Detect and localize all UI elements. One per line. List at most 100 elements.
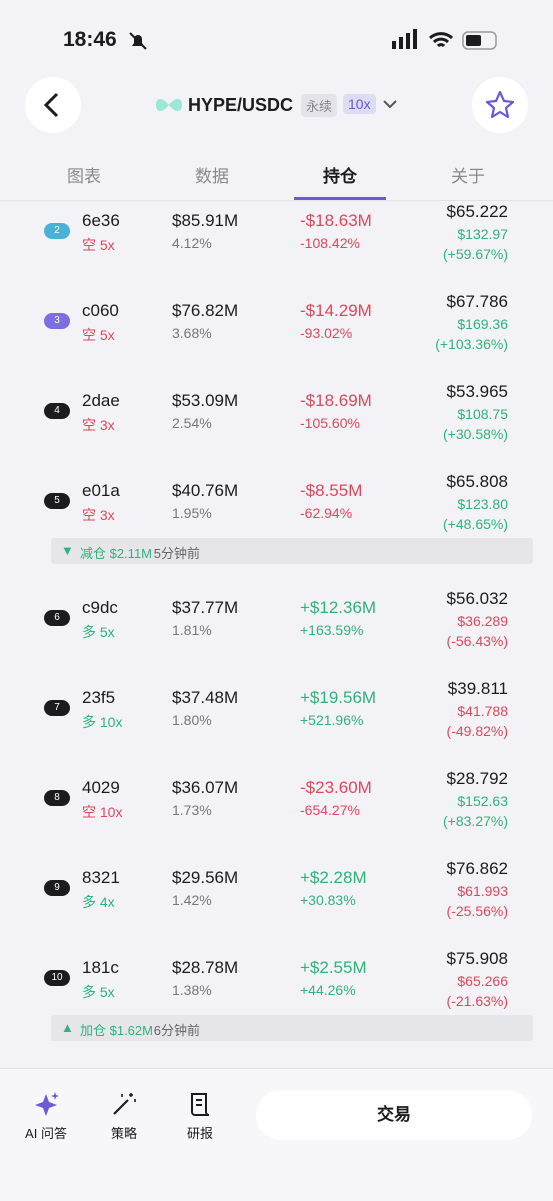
pnl-pct: -62.94%	[300, 505, 353, 521]
entry-price: $75.908	[446, 949, 508, 968]
address: 4029	[82, 778, 120, 797]
pnl: +$2.55M	[300, 958, 367, 977]
share: 4.12%	[172, 235, 212, 251]
pnl: -$23.60M	[300, 778, 372, 797]
liq-price: $152.63	[457, 793, 508, 809]
pnl: +$12.36M	[300, 598, 377, 617]
size: $28.78M	[172, 958, 239, 977]
rank-badge: 8	[44, 790, 70, 806]
side: 多 5x	[82, 984, 115, 1000]
tab[interactable]: 关于	[451, 167, 485, 186]
pnl: -$8.55M	[300, 481, 363, 500]
liq-pct: (-21.63%)	[446, 993, 508, 1009]
liq-pct: (-25.56%)	[446, 903, 508, 919]
entry-price: $56.032	[446, 589, 508, 608]
address: c9dc	[82, 598, 118, 617]
liq-price: $65.266	[457, 973, 508, 989]
pnl-pct: -108.42%	[300, 235, 360, 251]
entry-price: $39.811	[447, 679, 508, 698]
leverage: 10x	[343, 94, 376, 114]
nav-label[interactable]: 策略	[110, 1126, 137, 1141]
share: 1.73%	[172, 802, 212, 818]
side: 多 5x	[82, 624, 115, 640]
liq-pct: (+83.27%)	[443, 813, 508, 829]
pnl: -$18.63M	[300, 211, 372, 230]
dropdown-icon[interactable]	[381, 96, 399, 112]
size: $29.56M	[172, 868, 239, 887]
notice-bar	[51, 538, 533, 564]
pnl: +$2.28M	[300, 868, 367, 887]
pnl-pct: -93.02%	[300, 325, 353, 341]
address: 23f5	[82, 688, 116, 707]
address: e01a	[82, 481, 120, 500]
pnl: -$18.69M	[300, 391, 372, 410]
size: $36.07M	[172, 778, 239, 797]
rank-badge: 5	[44, 493, 70, 509]
size: $85.91M	[172, 211, 239, 230]
size: $76.82M	[172, 301, 239, 320]
tab[interactable]: 持仓	[323, 167, 357, 186]
side: 多 4x	[82, 894, 115, 910]
nav-label[interactable]: 研报	[186, 1126, 213, 1141]
tab-underline	[294, 197, 386, 200]
star-button[interactable]	[472, 77, 528, 133]
pnl-pct: +521.96%	[300, 712, 364, 728]
notice-time: 6分钟前	[153, 1023, 201, 1038]
address: 181c	[82, 958, 119, 977]
liq-price: $36.289	[457, 613, 508, 629]
nav-label[interactable]: AI 问答	[25, 1126, 67, 1141]
liq-price: $132.97	[457, 226, 508, 242]
tab[interactable]: 图表	[67, 167, 101, 186]
back-icon	[43, 92, 59, 118]
liq-pct: (+59.67%)	[443, 246, 508, 262]
liq-price: $169.36	[457, 316, 508, 332]
liq-pct: (+48.65%)	[443, 516, 508, 532]
pnl-pct: -105.60%	[300, 415, 360, 431]
liq-price: $41.788	[457, 703, 508, 719]
notice-icon: ▼	[61, 543, 74, 558]
address: 2dae	[82, 391, 120, 410]
liq-pct: (+30.58%)	[443, 426, 508, 442]
strategy-icon[interactable]	[110, 1090, 138, 1118]
liq-pct: (+103.36%)	[435, 336, 508, 352]
coin-logo	[156, 98, 182, 112]
tag: 永续	[301, 94, 338, 117]
rank-badge: 7	[44, 700, 70, 716]
share: 1.81%	[172, 622, 212, 638]
rank-badge: 3	[44, 313, 70, 329]
liq-price: $108.75	[457, 406, 508, 422]
pnl-pct: +30.83%	[300, 892, 356, 908]
side: 空 5x	[82, 237, 115, 253]
size: $37.48M	[172, 688, 239, 707]
rank-badge: 2	[44, 223, 70, 239]
trade-button[interactable]: 交易	[256, 1090, 532, 1140]
notice-action: 加仓 $1.62M	[80, 1023, 153, 1038]
pnl: -$14.29M	[300, 301, 372, 320]
size: $37.77M	[172, 598, 239, 617]
liq-price: $61.993	[457, 883, 508, 899]
back-button[interactable]	[25, 77, 81, 133]
size: $40.76M	[172, 481, 239, 500]
share: 1.95%	[172, 505, 212, 521]
divider	[0, 200, 553, 201]
share: 2.54%	[172, 415, 212, 431]
share: 1.38%	[172, 982, 212, 998]
entry-price: $53.965	[446, 382, 508, 401]
entry-price: $67.786	[446, 292, 508, 311]
notice-bar	[51, 1015, 533, 1041]
address: 8321	[82, 868, 120, 887]
report-icon[interactable]	[186, 1090, 214, 1118]
share: 1.42%	[172, 892, 212, 908]
entry-price: $65.222	[446, 202, 508, 221]
rank-badge: 4	[44, 403, 70, 419]
side: 空 5x	[82, 327, 115, 343]
notice-action: 减仓 $2.11M	[80, 546, 153, 561]
notice-time: 5分钟前	[153, 546, 201, 561]
pnl-pct: -654.27%	[300, 802, 360, 818]
entry-price: $65.808	[446, 472, 508, 491]
tab[interactable]: 数据	[195, 167, 229, 186]
side: 空 3x	[82, 417, 115, 433]
ai-icon[interactable]	[32, 1090, 60, 1118]
entry-price: $28.792	[446, 769, 508, 788]
